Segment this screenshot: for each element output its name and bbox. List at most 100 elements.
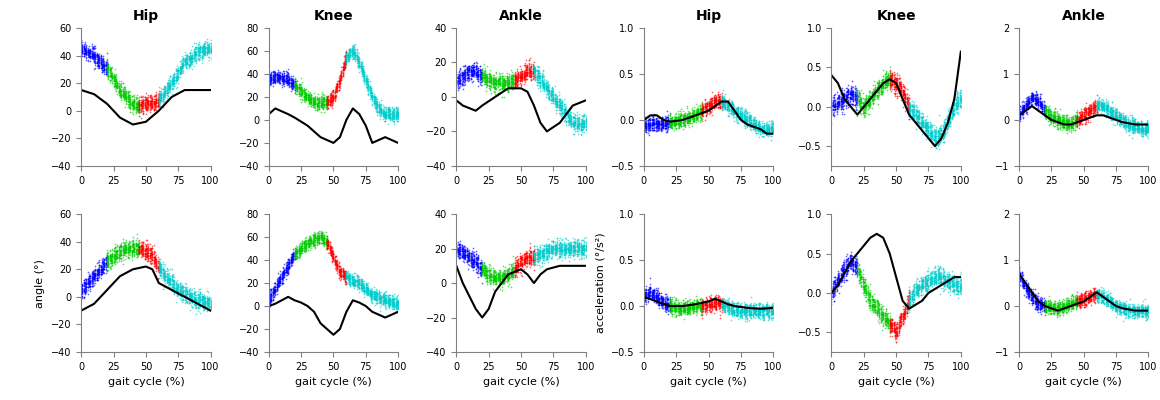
Point	[928, 273, 947, 279]
Point	[1081, 102, 1100, 108]
Point	[128, 104, 146, 111]
Point	[1039, 304, 1058, 310]
Point	[861, 300, 879, 306]
Point	[850, 268, 869, 274]
Point	[147, 89, 166, 95]
Point	[646, 126, 665, 133]
Point	[862, 304, 880, 310]
Point	[693, 106, 711, 113]
Point	[263, 284, 282, 291]
Point	[701, 105, 719, 112]
Point	[88, 62, 107, 68]
Point	[855, 289, 873, 296]
Point	[509, 260, 528, 266]
Point	[638, 292, 657, 298]
Point	[474, 259, 493, 265]
Point	[1129, 124, 1147, 130]
Point	[715, 104, 733, 111]
Point	[339, 274, 357, 280]
Point	[322, 248, 341, 254]
Point	[514, 261, 532, 268]
Point	[542, 243, 560, 249]
Point	[1087, 109, 1105, 115]
Point	[1064, 304, 1082, 311]
Point	[940, 116, 958, 122]
Point	[1128, 126, 1146, 132]
Point	[514, 261, 532, 268]
Point	[104, 72, 123, 79]
Point	[389, 116, 407, 122]
Point	[1073, 116, 1092, 122]
Point	[159, 82, 177, 88]
Point	[915, 126, 934, 133]
Point	[389, 116, 407, 122]
Point	[570, 120, 588, 127]
Point	[191, 288, 210, 295]
Point	[346, 51, 364, 58]
Point	[1050, 298, 1068, 305]
Point	[288, 248, 306, 254]
Point	[1038, 304, 1057, 311]
Point	[333, 274, 351, 280]
Point	[264, 288, 283, 294]
Point	[530, 73, 549, 79]
Point	[477, 79, 495, 85]
Point	[907, 290, 926, 297]
Point	[549, 104, 567, 110]
Point	[861, 291, 879, 298]
Point	[494, 81, 513, 87]
Point	[136, 250, 154, 256]
Point	[340, 52, 358, 58]
Point	[177, 294, 196, 300]
Point	[660, 304, 679, 310]
Point	[1090, 299, 1109, 305]
Point	[155, 270, 174, 276]
Point	[1017, 110, 1036, 117]
Point	[545, 101, 564, 107]
Point	[674, 120, 693, 126]
Point	[870, 90, 889, 96]
Point	[840, 99, 858, 105]
Point	[126, 249, 145, 256]
Point	[638, 291, 657, 297]
Point	[901, 102, 920, 108]
Point	[539, 242, 558, 248]
Point	[148, 257, 167, 264]
Point	[139, 98, 158, 104]
Point	[492, 85, 510, 91]
Point	[1083, 110, 1102, 117]
Point	[838, 269, 856, 275]
Point	[478, 73, 496, 80]
Point	[110, 92, 129, 99]
Point	[1056, 302, 1074, 309]
Point	[1137, 309, 1155, 316]
Point	[165, 284, 183, 290]
Point	[99, 64, 117, 70]
Point	[490, 277, 508, 283]
Point	[97, 254, 116, 260]
Point	[494, 84, 513, 91]
Point	[371, 112, 390, 118]
Point	[117, 246, 136, 252]
Point	[1124, 312, 1143, 318]
Point	[698, 302, 717, 308]
Point	[104, 77, 123, 83]
Point	[331, 272, 349, 279]
Point	[907, 115, 926, 122]
Point	[894, 308, 913, 314]
Point	[705, 96, 724, 102]
Point	[125, 248, 144, 255]
Point	[567, 122, 586, 129]
Point	[1082, 292, 1101, 298]
Point	[342, 45, 361, 51]
Point	[479, 268, 498, 275]
Point	[477, 271, 495, 278]
Point	[896, 311, 914, 317]
Point	[672, 116, 690, 123]
Point	[343, 283, 362, 289]
Point	[465, 69, 484, 76]
Point	[158, 80, 176, 86]
Point	[688, 115, 706, 122]
Point	[147, 259, 166, 266]
Point	[289, 89, 307, 95]
